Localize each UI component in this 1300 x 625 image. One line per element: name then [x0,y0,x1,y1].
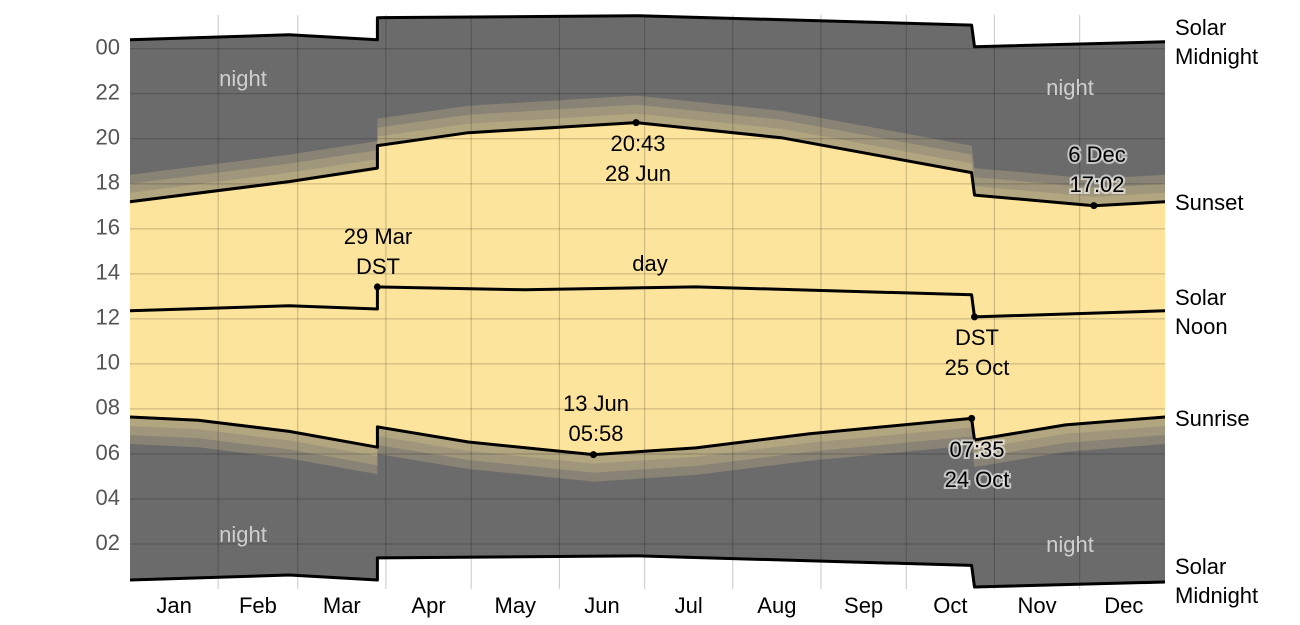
annotation: night [219,66,267,91]
twilight-band [130,417,1165,473]
x-tick-label: Jun [584,593,619,618]
annotation: 24 Oct [945,467,1010,492]
twilight-band [130,417,1165,482]
series-line [129,14,1166,49]
annotation: day [632,251,667,276]
twilight-band [130,417,1165,464]
x-tick-label: Jul [675,593,703,618]
x-tick-label: May [495,593,537,618]
series-label: Solar Midnight [1175,15,1259,69]
y-tick-label: 12 [96,305,120,330]
annotation: night [219,522,267,547]
annotation: 29 Mar [344,224,412,249]
y-tick-label: 08 [96,395,120,420]
series-line [129,285,1166,319]
series-label: Sunrise [1175,406,1250,431]
x-tick-label: Apr [411,593,445,618]
annotation: 17:02 [1069,172,1124,197]
y-tick-label: 10 [96,350,120,375]
point [968,414,976,422]
y-tick-label: 04 [96,485,120,510]
twilight-band [130,95,1165,206]
point [1090,202,1098,210]
annotation: 6 Dec [1068,142,1125,167]
annotation: 05:58 [568,421,623,446]
y-tick-label: 20 [96,125,120,150]
y-tick-label: 00 [96,35,120,60]
x-tick-label: Jan [156,593,191,618]
twilight-band [130,104,1165,206]
point [589,451,597,459]
x-tick-label: Nov [1017,593,1056,618]
series-label: Sunset [1175,190,1244,215]
series-label: Solar Noon [1175,285,1228,339]
annotation: 07:35 [949,437,1004,462]
point [632,119,640,127]
x-tick-label: Sep [844,593,883,618]
annotation: DST [356,254,400,279]
annotation: 20:43 [610,131,665,156]
series-line [129,554,1166,589]
y-tick-label: 14 [96,260,120,285]
y-tick-label: 18 [96,170,120,195]
twilight-band [130,113,1165,206]
annotation: DST [955,325,999,350]
x-tick-label: Feb [239,593,277,618]
x-tick-label: Mar [323,593,361,618]
y-tick-label: 06 [96,440,120,465]
annotation: night [1046,75,1094,100]
series-label: Solar Midnight [1175,554,1259,608]
annotation: 28 Jun [605,161,671,186]
annotation: 13 Jun [563,391,629,416]
point [373,283,381,291]
x-tick-label: Oct [933,593,967,618]
y-tick-label: 22 [96,80,120,105]
x-tick-label: Aug [757,593,796,618]
x-tick-label: Dec [1104,593,1143,618]
y-tick-label: 16 [96,215,120,240]
annotation: 25 Oct [945,355,1010,380]
annotation: night [1046,532,1094,557]
point [970,313,978,321]
y-tick-label: 02 [96,530,120,555]
